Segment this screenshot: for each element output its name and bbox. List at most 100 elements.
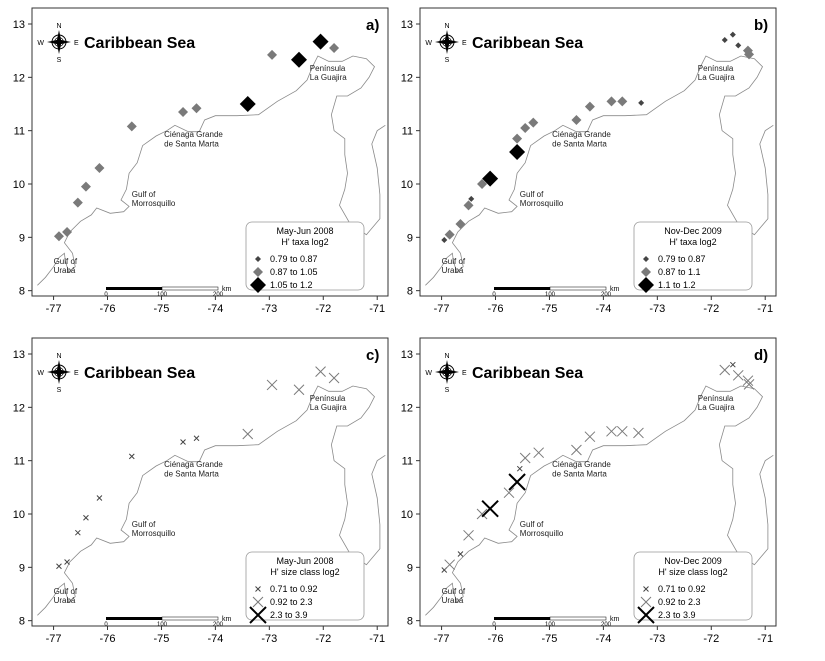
data-point-diamond — [441, 237, 448, 243]
data-point-cross — [193, 435, 200, 442]
scale-tick: 200 — [213, 622, 224, 628]
legend-class-range: 2.3 to 3.9 — [270, 610, 308, 620]
x-tick-label: -77 — [434, 633, 450, 645]
legend-symbol-cross — [643, 586, 649, 592]
compass-s: S — [57, 387, 62, 394]
sea-label: Caribbean Sea — [84, 365, 195, 382]
place-label: de Santa Marta — [552, 470, 607, 479]
x-tick-label: -71 — [369, 303, 385, 315]
place-label: Gulf of — [132, 520, 156, 529]
x-tick-label: -72 — [315, 303, 331, 315]
legend-title: Nov-Dec 2009 — [664, 556, 722, 566]
scale-bar-open — [549, 286, 607, 291]
x-tick-label: -76 — [488, 633, 504, 645]
y-tick-label: 12 — [401, 72, 413, 84]
y-tick-label: 13 — [13, 349, 25, 361]
data-point-cross — [83, 514, 89, 521]
y-tick-label: 10 — [13, 509, 25, 521]
data-point-diamond — [729, 31, 736, 38]
compass-star — [435, 30, 459, 54]
data-point-cross — [96, 495, 103, 501]
compass-s: S — [57, 57, 62, 64]
scale-bar-solid — [494, 287, 550, 290]
legend-symbol-diamond — [250, 277, 266, 293]
scale-unit: km — [610, 286, 620, 293]
x-tick-label: -75 — [542, 633, 558, 645]
x-tick-label: -74 — [207, 303, 223, 315]
scale-tick: 200 — [213, 292, 224, 298]
legend-symbol-diamond — [255, 256, 261, 262]
legend-box — [245, 221, 365, 291]
x-tick-label: -74 — [207, 633, 223, 645]
x-tick-label: -76 — [100, 633, 116, 645]
data-point-cross — [74, 529, 81, 536]
data-point-cross — [729, 361, 736, 368]
data-point-diamond — [721, 37, 728, 43]
x-tick-label: -73 — [261, 303, 277, 315]
place-label: Ciénaga Grande — [552, 130, 611, 139]
compass-n: N — [56, 353, 61, 360]
data-point-cross — [444, 559, 456, 571]
data-point-diamond — [239, 96, 256, 112]
compass-star — [47, 360, 71, 384]
place-label: Morrosquillo — [520, 529, 564, 538]
x-tick-label: -75 — [542, 303, 558, 315]
legend-symbol-diamond — [643, 256, 649, 262]
legend-subtitle: H' taxa log2 — [669, 237, 716, 247]
x-tick-label: -74 — [595, 303, 611, 315]
legend-title: Nov-Dec 2009 — [664, 226, 722, 236]
compass-rose-icon: N S E W — [425, 23, 467, 64]
place-label: Gulf of — [442, 257, 466, 266]
legend-class-range: 0.79 to 0.87 — [658, 254, 706, 264]
data-point-diamond — [463, 200, 474, 211]
data-point-diamond — [744, 49, 755, 60]
place-label: La Guajira — [698, 403, 735, 412]
legend-class-range: 0.71 to 0.92 — [270, 584, 318, 594]
place-label: Península — [310, 394, 346, 403]
y-tick-label: 9 — [19, 232, 25, 244]
y-tick-label: 13 — [401, 19, 413, 31]
compass-s: S — [445, 57, 450, 64]
compass-rose-icon: N S E W — [425, 353, 467, 394]
y-tick-label: 11 — [402, 456, 413, 468]
scale-tick: 0 — [104, 292, 108, 298]
place-label: Morrosquillo — [132, 529, 176, 538]
place-label: Gulf of — [442, 587, 466, 596]
legend-class-range: 0.87 to 1.1 — [658, 267, 701, 277]
place-label: La Guajira — [310, 403, 347, 412]
data-point-cross — [128, 453, 135, 460]
y-tick-label: 8 — [19, 616, 25, 628]
place-label: Urabá — [54, 596, 76, 605]
data-point-cross — [503, 487, 515, 499]
y-tick-label: 8 — [407, 286, 413, 298]
legend-box — [633, 221, 753, 291]
place-label: de Santa Marta — [164, 140, 219, 149]
compass-w: W — [37, 370, 44, 377]
y-tick-label: 12 — [13, 402, 25, 414]
compass-s: S — [445, 387, 450, 394]
scale-bar-solid — [106, 287, 162, 290]
legend-class-range: 0.79 to 0.87 — [270, 254, 318, 264]
data-point-diamond — [267, 49, 278, 60]
scale-tick: 200 — [601, 622, 612, 628]
legend-box — [633, 551, 753, 621]
legend-symbol-diamond — [641, 267, 651, 277]
data-point-cross — [743, 379, 755, 390]
place-label: Urabá — [442, 266, 464, 275]
data-point-diamond — [482, 170, 499, 187]
y-tick-label: 12 — [401, 402, 413, 414]
sea-label: Caribbean Sea — [84, 35, 195, 52]
data-point-diamond — [512, 133, 523, 144]
y-tick-label: 10 — [13, 179, 25, 191]
data-point-diamond — [62, 227, 73, 237]
data-point-diamond — [509, 144, 526, 160]
compass-w: W — [37, 40, 44, 47]
legend-class-range: 0.71 to 0.92 — [658, 584, 706, 594]
data-point-cross — [571, 444, 582, 456]
data-point-diamond — [94, 163, 105, 173]
place-label: de Santa Marta — [164, 470, 219, 479]
data-point-diamond — [528, 117, 539, 128]
